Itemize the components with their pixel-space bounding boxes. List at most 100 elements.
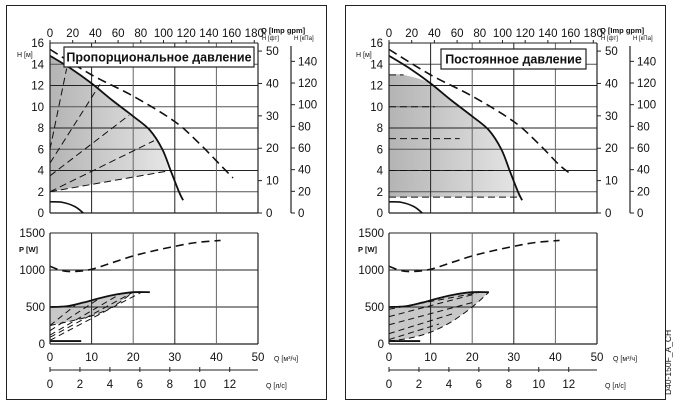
kpa-tick-label: 20 [637,186,650,198]
power-tick-label: 1500 [19,228,45,240]
ft-tick-label: 40 [266,78,279,90]
ls-tick-label: 4 [446,379,453,391]
gpm-tick-label: 60 [112,28,125,40]
head-axis-label: H [м] [17,52,33,59]
gpm-tick-label: 120 [177,28,196,40]
ls-tick-label: 8 [167,379,173,391]
ft-tick-label: 30 [266,111,279,123]
kpa-tick-label: 60 [637,143,650,155]
gpm-tick-label: 40 [428,28,441,40]
kpa-tick-label: 80 [298,121,311,133]
kpa-tick-label: 140 [298,56,317,68]
operating-region [50,55,169,192]
ls-tick-label: 12 [562,379,575,391]
gpm-tick-label: 0 [386,28,392,40]
gpm-tick-label: 140 [538,28,557,40]
control-curve [49,68,68,150]
chart-panel-constant: 0 20 40 60 80 100 120 140 160 180 Q [Imp gpm] 0 2 4 6 8… [345,5,666,400]
head-tick-label: 4 [377,166,384,178]
ft-tick-label: 40 [605,78,618,90]
min-head-curve [49,201,84,214]
min-head-curve [388,201,423,214]
power-lower-curve [388,291,490,342]
ft-tick-label: 30 [605,111,618,123]
ls-tick-label: 0 [386,379,392,391]
ls-axis-label: Q [л/с] [605,383,626,390]
gpm-tick-label: 160 [561,28,580,40]
kpa-tick-label: 120 [298,78,317,90]
ls-tick-label: 10 [193,379,206,391]
gpm-axis-label: Q [Imp gpm] [600,26,645,35]
kpa-tick-label: 60 [298,143,311,155]
max-power-curve [49,291,150,308]
flow-tick-label: 20 [127,352,140,364]
chart-panel-proportional: 0 20 40 60 80 100 120 140 160 180 Q [Imp gpm] 0 2 4 6 8… [6,5,327,400]
kpa-tick-label: 40 [298,165,311,177]
ft-tick-label: 10 [266,176,279,188]
ls-tick-label: 6 [137,379,143,391]
ft-axis-label: H [фт] [601,36,618,42]
power-tick-label: 1000 [19,265,45,277]
head-axis-label: H [м] [356,52,372,59]
ls-tick-label: 4 [107,379,114,391]
mode-label-box [63,46,255,68]
head-tick-label: 8 [38,123,44,135]
head-tick-label: 14 [31,59,44,71]
gpm-tick-label: 80 [473,28,486,40]
gpm-tick-label: 120 [516,28,535,40]
power-control-curve [49,305,76,326]
max-power-dashed-curve [49,239,221,273]
head-tick-label: 16 [31,38,44,50]
kpa-tick-label: 40 [637,165,650,177]
kpa-tick-label: 20 [298,186,311,198]
kpa-tick-label: 120 [637,78,656,90]
power-tick-label: 0 [39,339,45,351]
gpm-tick-label: 180 [245,28,264,40]
head-tick-label: 6 [38,144,44,156]
head-tick-label: 12 [31,81,44,93]
power-tick-label: 0 [378,339,384,351]
power-control-curve [388,312,456,335]
kpa-axis-label: H [кПа] [294,36,314,42]
flow-tick-label: 0 [386,352,392,364]
power-tick-label: 1000 [358,265,384,277]
head-tick-label: 6 [377,144,383,156]
control-curve [49,84,101,164]
ls-tick-label: 12 [223,379,236,391]
head-tick-label: 2 [38,187,44,199]
head-tick-label: 2 [377,187,383,199]
max-head-dashed-curve [388,48,573,176]
power-control-curve [49,291,134,338]
gpm-tick-label: 160 [222,28,241,40]
kpa-tick-label: 140 [637,56,656,68]
head-tick-label: 0 [38,208,44,220]
head-tick-label: 0 [377,208,383,220]
ft-tick-label: 0 [605,208,611,220]
head-tick-label: 8 [377,123,383,135]
ft-tick-label: 20 [266,143,279,155]
ls-tick-label: 6 [476,379,482,391]
max-head-curve [49,54,184,201]
flow-tick-label: 50 [591,352,604,364]
power-axis-label: P [W] [19,245,39,254]
power-control-curve [388,323,440,341]
max-power-dashed-curve [388,239,560,273]
gpm-tick-label: 140 [199,28,218,40]
mode-label-box [440,48,587,70]
ft-axis-label: H [фт] [262,36,279,42]
gpm-tick-label: 20 [405,28,418,40]
flow-axis-label: Q [м³/ч] [613,356,637,363]
max-head-dashed-curve [49,48,234,179]
power-axis-label: P [W] [358,245,378,254]
flow-tick-label: 10 [85,352,98,364]
ft-tick-label: 50 [266,46,279,58]
flow-axis-label: Q [м³/ч] [274,356,298,363]
ft-tick-label: 20 [605,143,618,155]
power-tick-label: 500 [26,302,45,314]
gpm-axis-label: Q [Imp gpm] [261,26,306,35]
ls-tick-label: 10 [532,379,545,391]
head-tick-label: 10 [31,102,44,114]
kpa-axis-label: H [кПа] [633,36,653,42]
gpm-tick-label: 80 [134,28,147,40]
gpm-tick-label: 40 [89,28,102,40]
